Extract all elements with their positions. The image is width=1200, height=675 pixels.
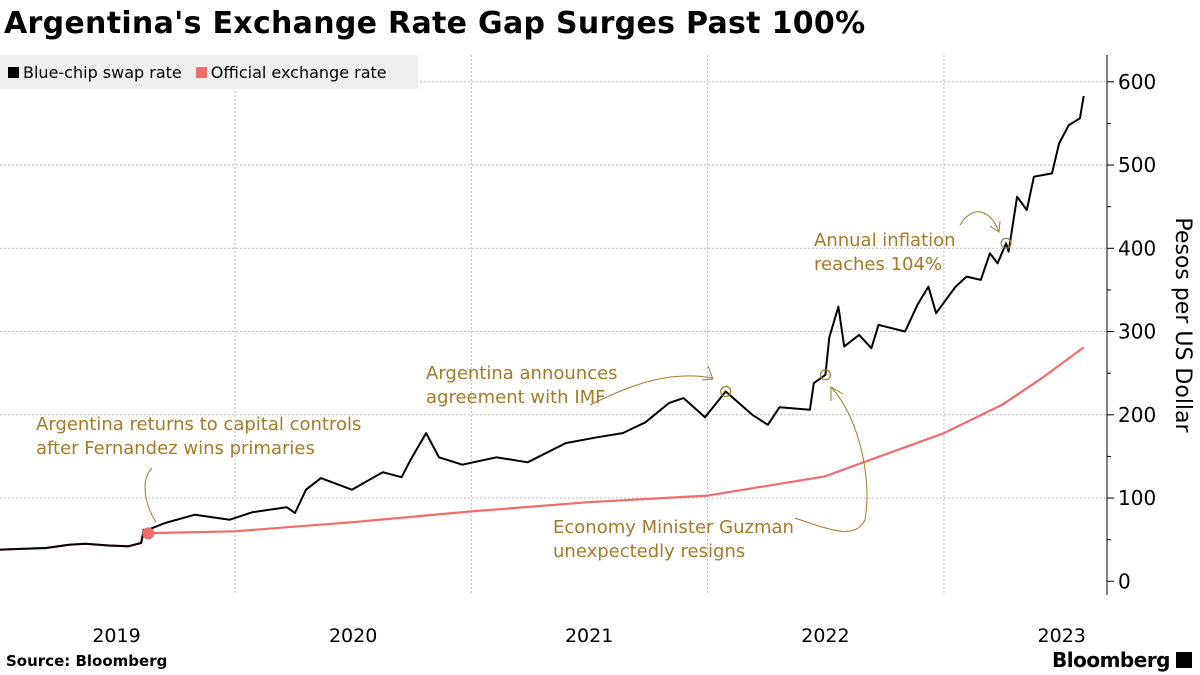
x-tick-label: 2021 (565, 625, 613, 647)
annotation-line: agreement with IMF (426, 387, 606, 408)
legend-item-blue-chip: Blue-chip swap rate (8, 63, 182, 82)
logo-text: Bloomberg (1052, 648, 1170, 672)
annotation-dot (142, 527, 155, 540)
annotation-line: Annual inflation (814, 230, 956, 251)
y-tick-label: 100 (1118, 486, 1156, 510)
annotation-inflation: Annual inflation reaches 104% (814, 229, 956, 277)
annotation-line: Economy Minister Guzman (553, 517, 794, 538)
x-tick-label: 2020 (329, 625, 377, 647)
arrowhead-guzman (830, 386, 844, 401)
arrow-guzman (794, 387, 868, 532)
annotation-line: Argentina announces (426, 363, 618, 384)
chart-title: Argentina's Exchange Rate Gap Surges Pas… (4, 6, 866, 41)
annotation-circle (819, 369, 832, 381)
x-tick-label: 2019 (92, 625, 140, 647)
annotation-guzman: Economy Minister Guzman unexpectedly res… (553, 516, 794, 564)
arrow-imf (589, 375, 713, 406)
bloomberg-chart-icon (1176, 652, 1192, 668)
arrowhead-imf (701, 365, 714, 381)
annotation-imf: Argentina announces agreement with IMF (426, 362, 618, 410)
annotation-circle (1000, 237, 1012, 249)
annotation-line: unexpectedly resigns (553, 541, 746, 562)
bloomberg-logo: Bloomberg (1052, 648, 1192, 672)
legend-label: Official exchange rate (210, 62, 387, 82)
annotation-line: reaches 104% (814, 254, 943, 275)
arrowhead-inflation (989, 220, 1001, 233)
annotation-line: after Fernandez wins primaries (36, 438, 315, 459)
annotation-arrows (144, 211, 1001, 532)
annotation-circle (720, 385, 732, 398)
legend-swatch-black (8, 66, 19, 78)
annotation-markers (142, 237, 1012, 540)
legend-swatch-red (195, 66, 207, 78)
y-axis: 0 100 200 300 400 500 600 (1106, 55, 1156, 595)
series-lines (0, 95, 1085, 551)
y-tick-label: 400 (1118, 236, 1156, 260)
x-tick-label: 2023 (1038, 625, 1086, 647)
blue-chip-line (0, 95, 1085, 551)
y-tick-label: 200 (1118, 403, 1156, 427)
y-tick-label: 300 (1118, 320, 1156, 344)
annotation-line: Argentina returns to capital controls (36, 414, 362, 435)
x-axis-labels: 2019 2020 2021 2022 2023 (92, 625, 1086, 647)
y-tick-label: 600 (1118, 70, 1156, 94)
y-tick-label: 500 (1118, 153, 1156, 177)
source-note: Source: Bloomberg (6, 652, 168, 670)
arrow-inflation (959, 211, 1000, 233)
legend: Blue-chip swap rate Official exchange ra… (0, 55, 418, 89)
y-axis-title: Pesos per US Dollar (1170, 217, 1195, 433)
x-tick-label: 2022 (801, 625, 849, 647)
y-tick-label: 0 (1118, 569, 1131, 593)
legend-label: Blue-chip swap rate (23, 62, 182, 82)
legend-item-official: Official exchange rate (195, 62, 387, 82)
arrow-primaries (144, 467, 157, 523)
gridlines (0, 55, 1107, 595)
annotation-primaries: Argentina returns to capital controls af… (36, 413, 361, 461)
